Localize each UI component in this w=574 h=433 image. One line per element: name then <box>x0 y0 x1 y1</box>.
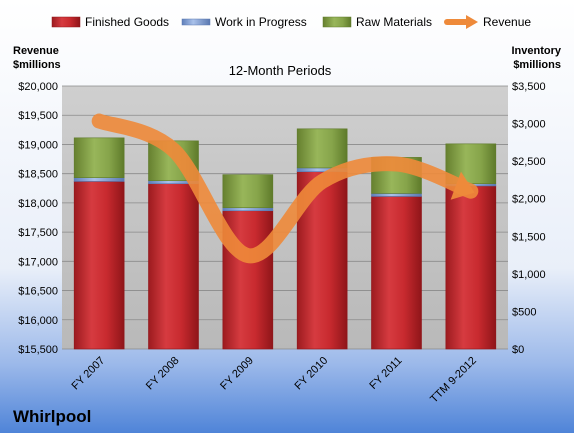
left-axis-title: Revenue $millions <box>13 45 61 71</box>
bar-raw-materials <box>222 174 274 209</box>
right-tick-label: $2,000 <box>512 194 546 206</box>
left-tick-label: $16,000 <box>18 315 58 327</box>
brand-label: Whirlpool <box>13 407 91 426</box>
bar-finished-goods <box>148 183 199 350</box>
bar-finished-goods <box>445 185 497 350</box>
right-tick-label: $3,000 <box>512 119 546 131</box>
left-tick-label: $17,500 <box>18 227 58 239</box>
chart-subtitle: 12-Month Periods <box>229 63 332 78</box>
left-tick-label: $18,500 <box>18 169 58 181</box>
legend-swatch-work-in-progress <box>181 18 211 26</box>
legend-label-revenue: Revenue <box>483 15 531 29</box>
legend-swatch-finished-goods <box>51 16 81 28</box>
right-tick-label: $0 <box>512 344 524 356</box>
legend-swatch-raw-materials <box>322 16 352 28</box>
left-tick-label: $15,500 <box>18 344 58 356</box>
left-tick-label: $16,500 <box>18 286 58 298</box>
bar-finished-goods <box>371 196 422 350</box>
right-axis-title-line-1: Inventory <box>511 45 561 57</box>
left-axis-title-line-1: Revenue <box>13 45 59 57</box>
right-tick-label: $3,500 <box>512 81 546 93</box>
legend-label-finished-goods: Finished Goods <box>85 15 169 29</box>
bar-work-in-progress <box>73 177 125 182</box>
left-axis-ticks: $15,500 $16,000 $16,500 $17,000 $17,500 $18,0… <box>18 81 58 356</box>
legend-label-work-in-progress: Work in Progress <box>215 15 307 29</box>
legend-item-finished-goods: Finished Goods <box>51 15 169 29</box>
revenue-series <box>91 113 479 264</box>
left-tick-label: $20,000 <box>18 81 58 93</box>
legend-swatch-revenue-arrow <box>466 15 478 29</box>
right-axis-title-line-2: $millions <box>513 59 561 71</box>
right-tick-label: $1,000 <box>512 269 546 281</box>
bar-work-in-progress <box>222 207 274 212</box>
legend: Finished Goods Work in Progress Raw Mate… <box>51 15 531 29</box>
left-tick-label: $19,000 <box>18 139 58 151</box>
right-axis-title: Inventory $millions <box>511 45 561 71</box>
legend-item-revenue: Revenue <box>444 15 531 29</box>
right-tick-label: $2,500 <box>512 156 546 168</box>
bar-raw-materials <box>73 137 125 178</box>
left-tick-label: $17,000 <box>18 256 58 268</box>
legend-label-raw-materials: Raw Materials <box>356 15 432 29</box>
revenue-line <box>91 113 479 264</box>
right-tick-label: $500 <box>512 306 536 318</box>
right-tick-label: $1,500 <box>512 231 546 243</box>
bar-work-in-progress <box>371 193 422 197</box>
left-tick-label: $19,500 <box>18 110 58 122</box>
right-axis-ticks: $0 $500 $1,000 $1,500 $2,000 $2,500 $3,000 $3,5… <box>512 81 546 356</box>
left-axis-title-line-2: $millions <box>13 59 61 71</box>
legend-item-work-in-progress: Work in Progress <box>181 15 307 29</box>
revenue-arrowhead <box>450 171 475 200</box>
left-tick-label: $18,000 <box>18 198 58 210</box>
legend-item-raw-materials: Raw Materials <box>322 15 432 29</box>
bar-finished-goods <box>73 181 125 350</box>
bar-raw-materials <box>296 128 348 169</box>
